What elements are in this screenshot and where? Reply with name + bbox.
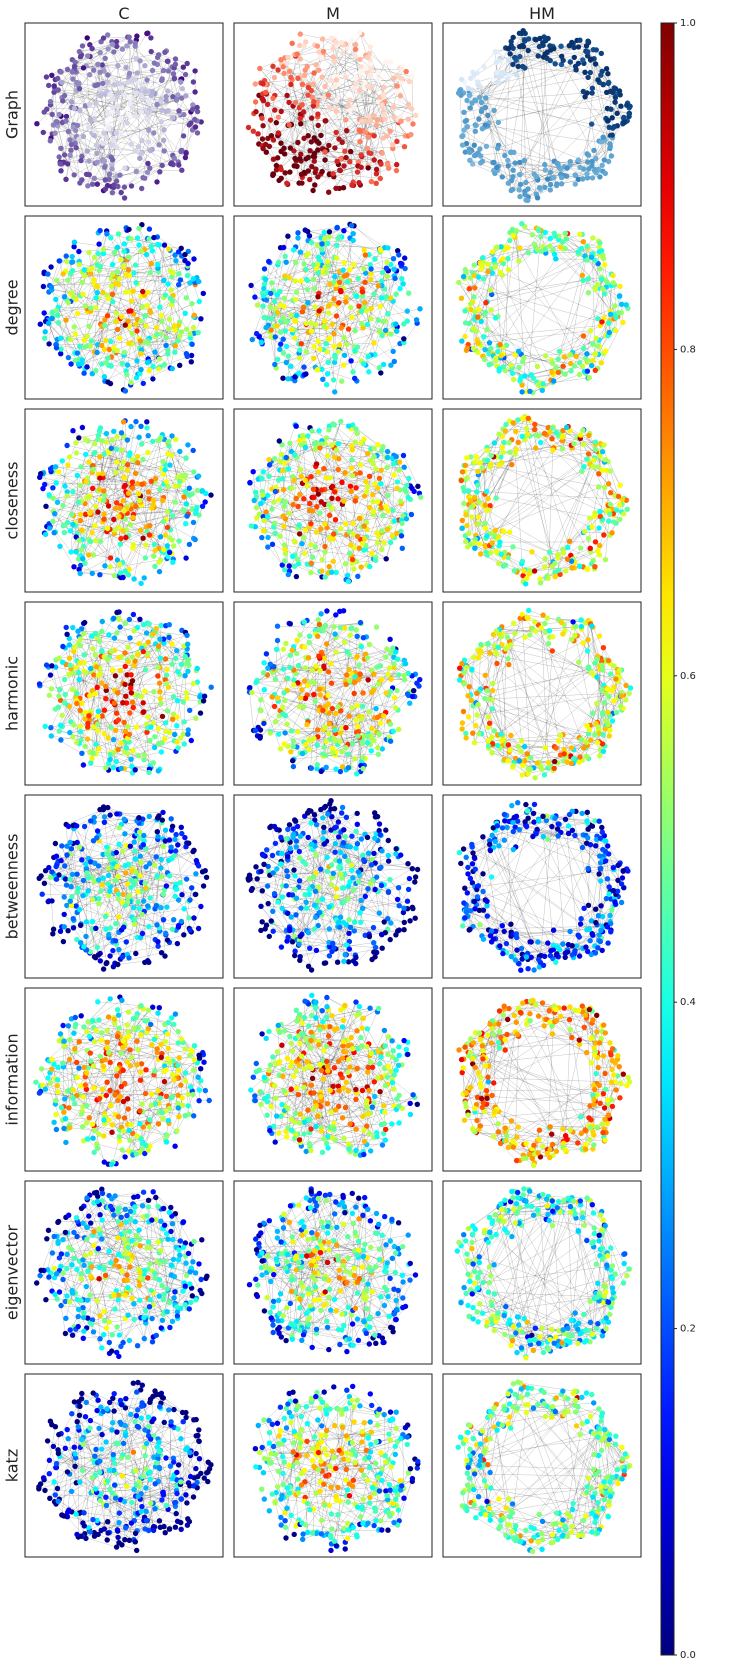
nodes [248,221,423,395]
panel-degree-hm [442,215,642,400]
row-label-katz: katz [3,1449,22,1482]
colorbar: 0.0 0.2 0.4 0.6 0.8 1.0 [660,18,696,1661]
panel-information-m [233,987,433,1172]
panel-frame [233,794,433,979]
colorbar-tick-label: 0.4 [680,997,696,1008]
panel-katz-c [24,1373,224,1558]
panel-frame [24,22,224,207]
row-label-information: information [3,1033,22,1125]
panel-frame [233,987,433,1172]
nodes [34,30,204,201]
nodes [245,30,419,195]
row-label-graph: Graph [3,90,22,139]
panel-harmonic-m [233,601,433,786]
panel-frame [442,794,642,979]
panel-frame [233,215,433,400]
colorbar-tick-label: 1.0 [680,18,696,29]
row-label-degree: degree [3,279,22,335]
panel-eigenvector-m [233,1180,433,1365]
panel-betweenness-c [24,794,224,979]
panel-frame [233,408,433,593]
panel-frame [233,601,433,786]
panel-graph-hm [442,22,642,207]
nodes [248,992,420,1158]
nodes [252,1383,421,1554]
panel-frame [233,1180,433,1365]
panel-degree-m [233,215,433,400]
nodes [37,222,206,394]
panel-frame [24,215,224,400]
nodes [456,997,633,1169]
panel-frame [442,22,642,207]
panel-closeness-m [233,408,433,593]
panel-frame [442,215,642,400]
nodes [245,798,421,973]
panel-closeness-hm [442,408,642,593]
nodes [246,1186,419,1355]
column-label-hm: HM [529,4,555,23]
nodes [36,1379,214,1554]
panel-information-c [24,987,224,1172]
panel-frame [442,601,642,786]
nodes [247,418,424,585]
panel-frame [24,408,224,593]
row-label-eigenvector: eigenvector [3,1224,22,1320]
nodes [246,608,423,777]
panel-frame [442,1373,642,1558]
colorbar-tick-label: 0.8 [680,344,696,355]
colorbar-tick-label: 0.0 [680,1650,696,1661]
panel-katz-hm [442,1373,642,1558]
row-labels: Graph degree closeness harmonic betweenness i… [3,90,22,1482]
panel-frame [442,987,642,1172]
nodes [33,994,212,1168]
panel-information-hm [442,987,642,1172]
panel-frame [24,794,224,979]
panel-frame [442,1180,642,1365]
panel-frame [442,408,642,593]
nodes [37,418,214,587]
nodes [36,804,210,972]
colorbar-tick-label: 0.6 [680,671,696,682]
nodes [34,1186,210,1360]
panel-degree-c [24,215,224,400]
nodes [455,28,633,204]
panel-harmonic-c [24,601,224,786]
panel-eigenvector-hm [442,1180,642,1365]
nodes [455,1379,633,1555]
nodes [458,413,630,587]
row-label-harmonic: harmonic [3,656,22,731]
panel-frame [24,1180,224,1365]
nodes [36,609,214,776]
nodes [456,221,631,396]
nodes [456,607,634,781]
panel-harmonic-hm [442,601,642,786]
colorbar-gradient [660,22,675,1656]
panel-betweenness-m [233,794,433,979]
row-label-betweenness: betweenness [3,834,22,940]
panel-graph-c [24,22,224,207]
colorbar-tick-label: 0.2 [680,1324,696,1335]
panel-frame [233,22,433,207]
column-labels: C M HM [118,4,555,23]
panel-closeness-c [24,408,224,593]
panel-frame [233,1373,433,1558]
nodes [454,1186,633,1361]
panel-katz-m [233,1373,433,1558]
column-label-c: C [118,4,129,23]
panel-frame [24,1373,224,1558]
panel-graph-m [233,22,433,207]
panel-frame [24,987,224,1172]
row-label-closeness: closeness [3,462,22,540]
column-label-m: M [326,4,340,23]
panel-eigenvector-c [24,1180,224,1365]
nodes [456,800,631,973]
panel-betweenness-hm [442,794,642,979]
panel-frame [24,601,224,786]
panels [24,22,642,1558]
